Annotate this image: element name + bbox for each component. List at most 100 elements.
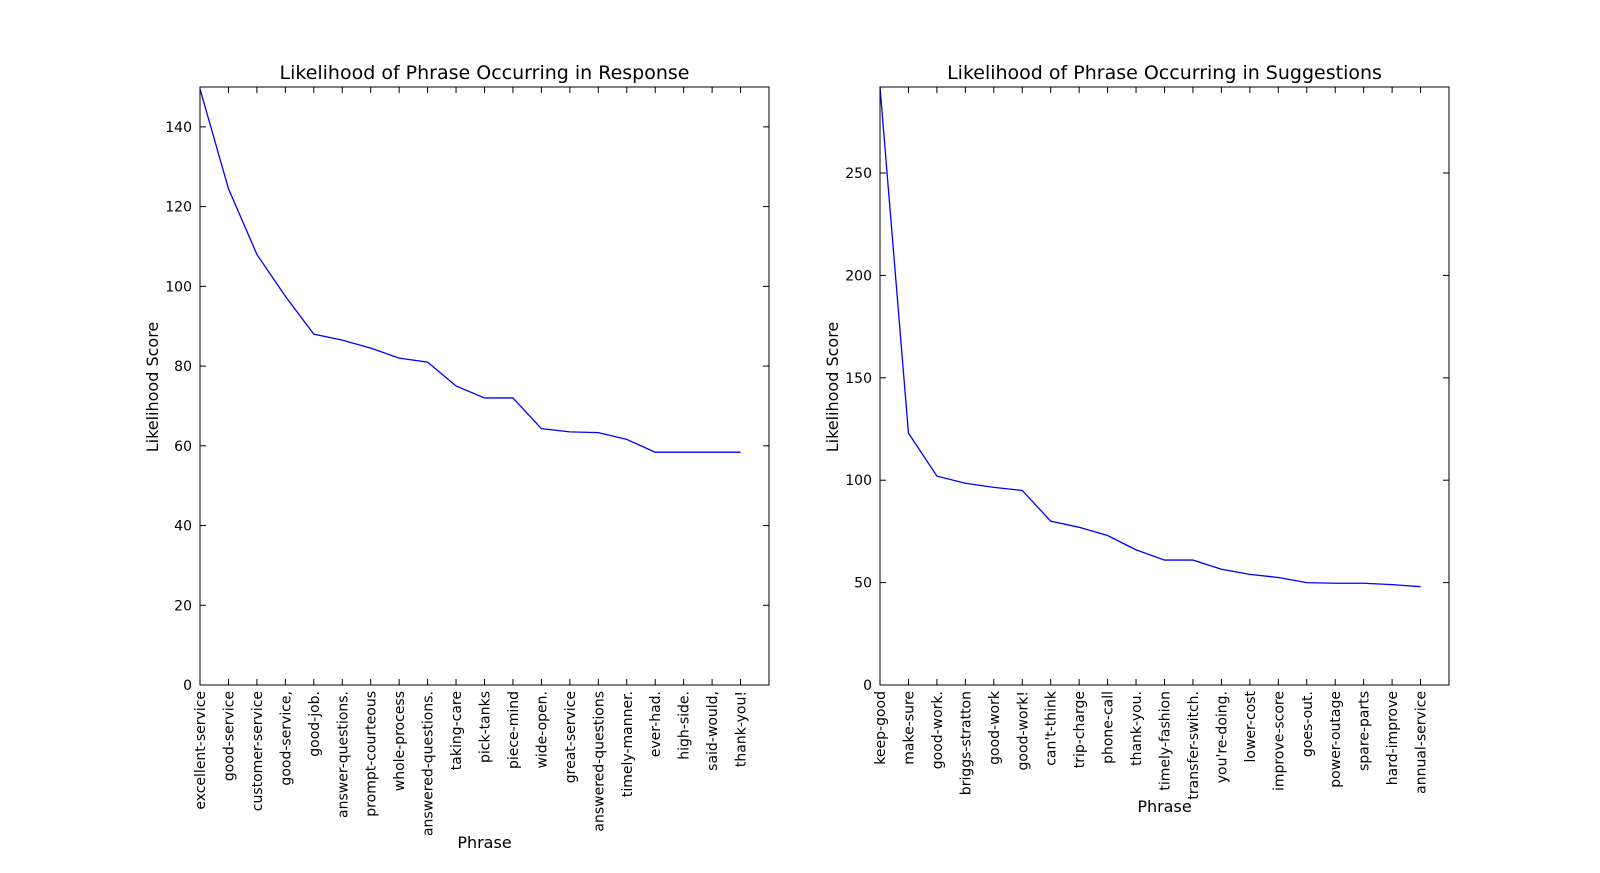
response-ytick-label-7: 140 xyxy=(165,120,192,136)
suggestions-xtick-label-4: good-work xyxy=(987,690,1003,765)
response-data-point-3 xyxy=(283,294,288,299)
suggestions-xtick-label-13: lower-cost xyxy=(1243,690,1259,762)
response-data-point-17 xyxy=(681,450,686,455)
response-ytick-label-0: 0 xyxy=(183,678,192,694)
suggestions-data-point-8 xyxy=(1105,533,1110,538)
suggestions-ytick-label-3: 150 xyxy=(845,371,872,387)
suggestions-data-point-5 xyxy=(1020,488,1025,493)
suggestions-data-point-12 xyxy=(1219,567,1224,572)
response-chart-marks: 0 20 40 60 80 100 120 140 excellent-service good-… xyxy=(165,86,770,836)
suggestions-ytick-label-5: 250 xyxy=(845,166,872,182)
response-xtick-label-3: good-service, xyxy=(278,691,294,786)
suggestions-xtick-label-16: power-outage xyxy=(1328,691,1344,788)
response-xtick-label-2: customer-service xyxy=(250,691,266,811)
response-xtick-label-5: answer-questions. xyxy=(335,691,351,818)
suggestions-data-point-15 xyxy=(1304,580,1309,585)
suggestions-xtick-label-1: make-sure xyxy=(901,691,917,765)
response-xtick-label-14: answered-questions xyxy=(591,691,607,832)
response-xtick-label-13: great-service xyxy=(563,691,579,783)
response-data-point-5 xyxy=(340,338,345,343)
suggestions-data-point-7 xyxy=(1077,525,1082,530)
response-data-point-12 xyxy=(539,426,544,431)
response-xtick-label-11: piece-mind xyxy=(506,691,522,769)
suggestions-xtick-label-10: timely-fashion xyxy=(1158,691,1174,791)
response-xtick-label-18: said-would, xyxy=(705,691,721,771)
suggestions-xtick-label-5: good-work! xyxy=(1015,691,1031,770)
suggestions-ytick-label-4: 200 xyxy=(845,268,872,284)
response-plot-frame xyxy=(199,86,770,686)
suggestions-chart-xlabel: Phrase xyxy=(1137,797,1191,816)
response-data-point-14 xyxy=(596,430,601,435)
response-xtick-label-9: taking-care xyxy=(449,691,465,770)
response-data-point-11 xyxy=(510,395,515,400)
suggestions-xtick-label-18: hard-improve xyxy=(1385,691,1401,785)
response-xtick-label-8: answered-questions. xyxy=(421,691,437,836)
suggestions-ytick-label-0: 0 xyxy=(863,678,872,694)
response-xtick-label-19: thank-you! xyxy=(734,691,750,767)
response-chart-xlabel: Phrase xyxy=(457,833,511,852)
suggestions-data-point-19 xyxy=(1418,584,1423,589)
suggestions-chart-marks: 0 50 100 150 200 250 keep-good make-sure good-wo… xyxy=(845,86,1450,800)
suggestions-xtick-label-0: keep-good xyxy=(873,691,889,765)
response-xtick-label-0: excellent-service xyxy=(193,691,209,810)
response-ytick-label-3: 60 xyxy=(174,439,192,455)
response-xtick-label-6: prompt-courteous xyxy=(364,691,380,817)
response-data-point-9 xyxy=(454,384,459,389)
suggestions-xtick-label-19: annual-service xyxy=(1414,691,1430,794)
suggestions-data-point-2 xyxy=(934,474,939,479)
response-data-point-4 xyxy=(311,332,316,337)
response-ytick-label-6: 120 xyxy=(165,200,192,216)
suggestions-xtick-label-11: transfer-switch. xyxy=(1186,691,1202,800)
response-ytick-label-5: 100 xyxy=(165,279,192,295)
suggestions-plot-frame xyxy=(879,86,1450,686)
response-ytick-label-4: 80 xyxy=(174,359,192,375)
suggestions-xtick-label-17: spare-parts xyxy=(1357,691,1373,771)
suggestions-xtick-label-15: goes-out. xyxy=(1300,691,1316,757)
response-data-point-10 xyxy=(482,395,487,400)
response-data-point-19 xyxy=(738,450,743,455)
response-data-point-8 xyxy=(425,360,430,365)
suggestions-chart-title: Likelihood of Phrase Occurring in Sugges… xyxy=(947,62,1382,84)
response-xtick-label-10: pick-tanks xyxy=(478,691,494,763)
response-series-line xyxy=(199,88,741,453)
suggestions-xtick-label-6: can't-think xyxy=(1044,690,1060,766)
response-ytick-label-1: 20 xyxy=(174,598,192,614)
suggestions-data-point-18 xyxy=(1390,582,1395,587)
suggestions-ytick-label-2: 100 xyxy=(845,473,872,489)
response-xtick-label-17: high-side. xyxy=(677,691,693,760)
response-xtick-label-1: good-service xyxy=(221,691,237,781)
suggestions-series-line xyxy=(879,86,1421,588)
suggestions-data-point-9 xyxy=(1134,547,1139,552)
suggestions-data-point-3 xyxy=(963,481,968,486)
suggestions-xtick-label-2: good-work. xyxy=(930,691,946,769)
suggestions-data-point-14 xyxy=(1276,575,1281,580)
response-chart-title: Likelihood of Phrase Occurring in Respon… xyxy=(280,62,690,84)
suggestions-ytick-label-1: 50 xyxy=(854,576,872,592)
response-xtick-label-12: wide-open. xyxy=(534,691,550,769)
response-chart: Likelihood of Phrase Occurring in Respon… xyxy=(143,62,770,852)
response-ytick-label-2: 40 xyxy=(174,519,192,535)
suggestions-xtick-label-8: phone-call xyxy=(1101,691,1117,764)
response-data-point-2 xyxy=(254,252,259,257)
suggestions-data-point-6 xyxy=(1048,519,1053,524)
suggestions-data-point-16 xyxy=(1333,581,1338,586)
response-data-point-6 xyxy=(368,346,373,351)
response-data-point-16 xyxy=(653,450,658,455)
suggestions-xtick-label-3: briggs-stratton xyxy=(958,691,974,795)
suggestions-chart-ylabel: Likelihood Score xyxy=(823,322,842,453)
response-data-point-13 xyxy=(567,429,572,434)
suggestions-data-point-11 xyxy=(1190,558,1195,563)
suggestions-xtick-label-12: you're-doing. xyxy=(1214,691,1230,783)
response-data-point-15 xyxy=(624,437,629,442)
response-data-point-7 xyxy=(397,356,402,361)
suggestions-data-point-13 xyxy=(1247,572,1252,577)
response-data-point-1 xyxy=(226,186,231,191)
suggestions-data-point-17 xyxy=(1361,581,1366,586)
response-xtick-label-16: ever-had. xyxy=(648,691,664,757)
suggestions-xtick-label-9: thank-you. xyxy=(1129,691,1145,766)
response-xtick-label-15: timely-manner. xyxy=(620,691,636,797)
suggestions-data-point-1 xyxy=(906,431,911,436)
suggestions-data-point-4 xyxy=(991,485,996,490)
